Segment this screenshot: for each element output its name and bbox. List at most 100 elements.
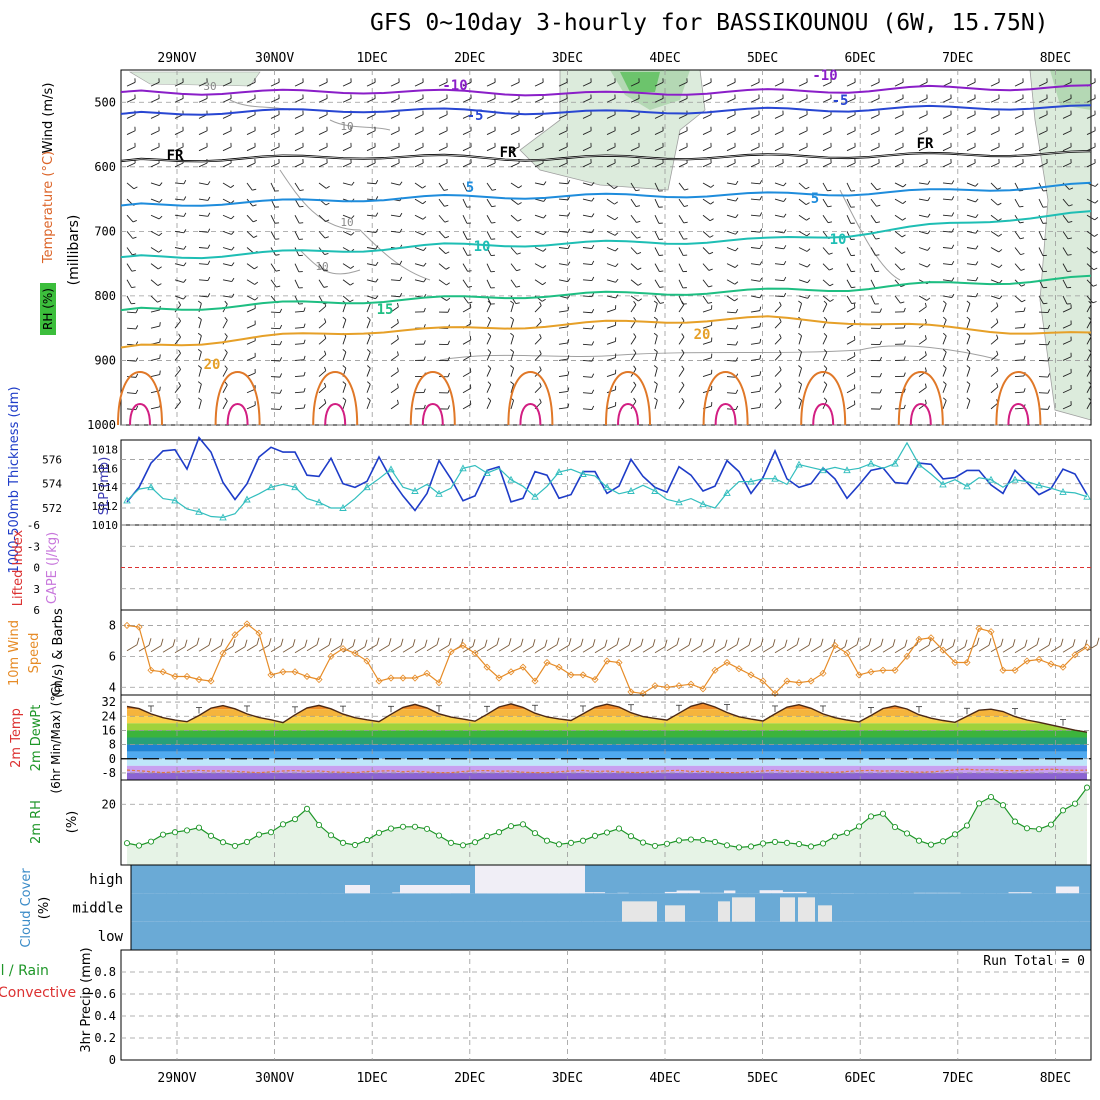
- wind-barb: [390, 182, 400, 186]
- wind-barb-flag: [653, 316, 658, 320]
- wind-barb: [654, 130, 664, 135]
- wind-barb-flag: [159, 386, 161, 391]
- wind-barb-flag: [951, 244, 955, 249]
- wind-barb: [846, 130, 856, 135]
- cloud-cell: [308, 921, 322, 950]
- wind-barb: [678, 336, 685, 345]
- wind-barb: [1062, 356, 1072, 361]
- wind-barb: [990, 162, 1000, 168]
- wind-barb: [222, 130, 232, 135]
- wind-barb: [270, 231, 276, 240]
- cloud-cell: [1031, 921, 1044, 950]
- surface-wind-barb-flag: [880, 638, 884, 646]
- wind-barb: [174, 146, 184, 152]
- wind-barb: [606, 198, 615, 205]
- wind-barb: [990, 198, 999, 206]
- wind-barb: [1038, 327, 1049, 330]
- wind-barb: [270, 408, 281, 410]
- wind-barb-flag: [996, 382, 999, 388]
- wind-barb-flag: [798, 365, 802, 369]
- wind-barb: [1014, 263, 1022, 271]
- wind-barb: [726, 279, 736, 285]
- cloud-cell: [1079, 893, 1092, 922]
- cloud-cell: [854, 865, 867, 894]
- wind-barb: [774, 279, 785, 282]
- wind-barb: [654, 198, 660, 208]
- wind-barb-flag: [1069, 187, 1074, 190]
- wind-barb: [270, 130, 280, 135]
- wind-barb: [294, 263, 300, 272]
- rh2m-marker: [123, 840, 131, 847]
- wind-barb: [654, 162, 664, 168]
- slp-marker: [699, 500, 707, 508]
- wind-barb-flag: [966, 316, 971, 321]
- wind-barb: [174, 320, 181, 329]
- wind-barb-flag: [591, 260, 595, 265]
- wind-barb-flag: [853, 400, 856, 405]
- wind-barb: [534, 369, 542, 377]
- isotherm-line-highlight: [120, 150, 1092, 162]
- wind-barb-flag: [783, 276, 787, 281]
- cloud-cell: [368, 893, 381, 922]
- wind-barb-flag: [591, 197, 595, 202]
- wind10m-marker: [243, 620, 251, 628]
- wind10m-marker: [675, 682, 683, 690]
- cloud-cell: [794, 921, 807, 950]
- wind-barb: [702, 308, 712, 313]
- wind-barb-flag: [1023, 323, 1026, 328]
- wind-barb: [342, 351, 347, 361]
- wind-barb: [966, 319, 971, 329]
- wind-barb: [558, 279, 568, 283]
- wind-barb: [630, 214, 637, 223]
- cloud-cell: [1043, 865, 1056, 894]
- wind-barb-flag: [447, 308, 450, 313]
- wind-barb-flag: [903, 356, 906, 361]
- wind-barb-flag: [469, 351, 472, 357]
- wind-barb: [750, 390, 760, 394]
- wind10m-marker: [915, 635, 923, 643]
- surface-wind-barb-flag: [748, 638, 752, 646]
- wind-barb-flag: [637, 252, 642, 255]
- wind10m-marker: [279, 668, 287, 676]
- wind-barb-flag: [966, 300, 971, 304]
- wind-barb: [342, 303, 347, 313]
- wind-barb: [1086, 198, 1096, 204]
- wind-barb-flag: [183, 262, 187, 267]
- wind-barb: [126, 327, 137, 330]
- surface-contour: [702, 370, 749, 426]
- cloud-cell: [818, 865, 831, 894]
- wind-barb: [462, 387, 472, 394]
- wind-barb-flag: [1019, 221, 1024, 224]
- wind-barb: [990, 295, 1000, 300]
- slp-marker: [147, 483, 155, 491]
- wind-barb-flag: [567, 212, 571, 217]
- temperature2m-axis-label: 2m Temp: [9, 708, 24, 768]
- wind-barb: [750, 162, 760, 168]
- cloud-cell: [699, 893, 713, 922]
- wind-barb: [534, 263, 544, 269]
- wind10m-marker: [183, 672, 191, 681]
- wind-barb: [510, 98, 520, 103]
- wind-barb-flag: [951, 277, 955, 282]
- wind-barb: [438, 231, 446, 239]
- wind-barb: [606, 279, 616, 283]
- cloud-cell: [522, 921, 535, 950]
- wind-barb-flag: [798, 349, 802, 353]
- wind-barb: [174, 198, 184, 201]
- rh2m-axis-label: 2m RH: [29, 800, 44, 844]
- wind-barb: [390, 230, 400, 233]
- wind-barb-flag: [759, 244, 763, 249]
- wind-barb: [846, 339, 856, 345]
- isotherm-label: FR: [500, 145, 517, 161]
- wind10m-marker: [375, 677, 383, 685]
- wind-barb: [198, 182, 208, 186]
- wind-barb: [1014, 130, 1024, 135]
- surface-wind-barb-flag: [340, 638, 344, 646]
- wind-barb: [846, 355, 856, 361]
- wind-barb: [750, 81, 760, 87]
- wind10m-tick-label: 6: [109, 649, 116, 663]
- surface-wind-barb: [534, 646, 546, 654]
- wind-barb: [918, 247, 928, 251]
- wind-barb-flag: [903, 388, 906, 393]
- wind-barb: [822, 247, 830, 255]
